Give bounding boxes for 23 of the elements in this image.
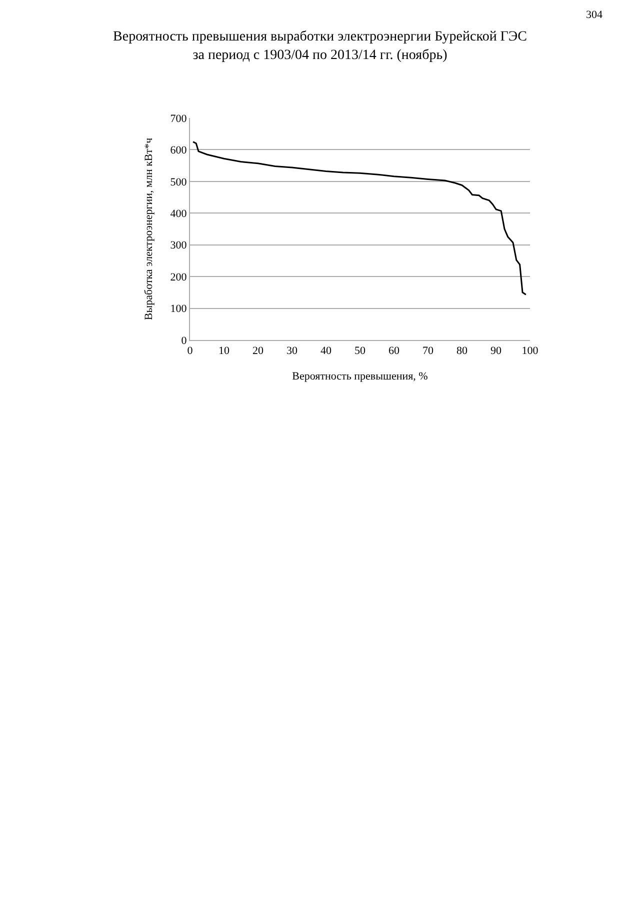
chart-title: Вероятность превышения выработки электроэнергии Бурейской ГЭС за период с 1903/04 по 2013/14 гг. (ноябрь) xyxy=(113,30,527,63)
y-tick-label: 500 xyxy=(170,176,188,188)
x-tick-label: 40 xyxy=(320,345,332,358)
y-axis-title: Выработка электроэнергии, млн кВт*ч xyxy=(142,137,155,320)
x-tick-label: 90 xyxy=(490,345,502,358)
y-tick-label: 400 xyxy=(170,208,188,220)
x-tick-label: 60 xyxy=(388,345,400,358)
text: 304 xyxy=(586,9,603,21)
x-tick-label: 80 xyxy=(456,345,468,358)
x-tick-label: 70 xyxy=(422,345,434,358)
y-tick-label: 0 xyxy=(181,334,188,347)
x-axis-title: Вероятность превышения, % xyxy=(292,370,428,382)
x-tick-label: 20 xyxy=(252,345,264,358)
y-tick-label: 100 xyxy=(170,303,188,316)
y-tick-label: 600 xyxy=(170,144,188,157)
y-tick-label: 700 xyxy=(170,112,188,125)
line-series xyxy=(192,141,527,296)
x-tick-label: 50 xyxy=(354,345,366,358)
y-tick-label: 300 xyxy=(170,240,188,252)
x-tick-label: 100 xyxy=(522,345,539,358)
y-tick-label: 200 xyxy=(170,271,188,284)
x-tick-label: 10 xyxy=(218,345,230,358)
x-tick-label: 30 xyxy=(286,345,298,358)
